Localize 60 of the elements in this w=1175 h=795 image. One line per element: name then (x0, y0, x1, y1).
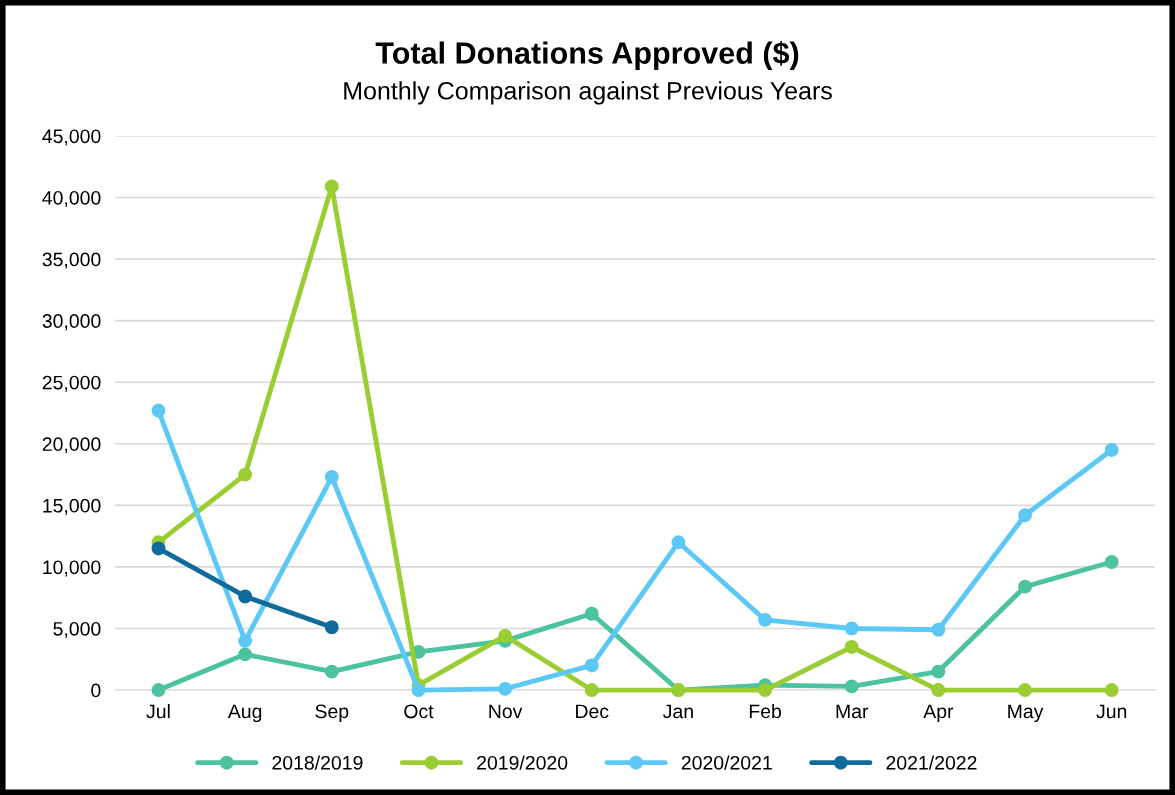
point (498, 681, 513, 696)
y-tick-label: 25,000 (42, 375, 101, 392)
point (931, 683, 946, 698)
chart-title: Total Donations Approved ($) (375, 40, 799, 70)
y-tick-label: 40,000 (42, 190, 101, 208)
legend-label: 2021/2022 (886, 755, 977, 770)
x-tick-label: Jan (663, 704, 693, 719)
point (151, 403, 166, 418)
y-tick-label: 20,000 (42, 437, 101, 454)
legend-label: 2020/2021 (681, 755, 772, 770)
point (931, 622, 946, 637)
point (931, 664, 946, 679)
x-tick-label: Feb (749, 703, 782, 719)
point (844, 640, 859, 654)
y-tick-label: 45,000 (42, 129, 101, 146)
x-tick-label: Apr (923, 704, 954, 723)
x-tick-label: Aug (227, 704, 262, 723)
y-tick-label: 35,000 (42, 252, 101, 269)
point (1104, 683, 1119, 698)
y-tick-label: 15,000 (43, 498, 101, 515)
point (1018, 683, 1032, 698)
point (238, 647, 253, 662)
x-tick-label: May (1008, 704, 1044, 723)
point (151, 541, 166, 556)
point (584, 683, 599, 698)
point (671, 535, 686, 550)
point (1018, 508, 1032, 523)
x-tick-label: Jul (146, 703, 170, 719)
point (324, 620, 339, 635)
point (758, 612, 773, 627)
y-tick-label: 5,000 (53, 621, 101, 639)
point (844, 679, 859, 694)
point (238, 633, 253, 648)
point (498, 628, 513, 643)
legend-label: 2019/2020 (477, 755, 568, 770)
point (1018, 579, 1032, 594)
x-tick-label: Jun (1096, 704, 1127, 719)
x-tick-label: Mar (836, 704, 869, 719)
point (238, 589, 253, 604)
point (324, 664, 339, 679)
point (758, 683, 773, 698)
point (324, 179, 339, 194)
x-tick-label: Dec (576, 704, 609, 719)
point (844, 621, 859, 636)
legend-label: 2018/2019 (272, 755, 363, 770)
point (1104, 555, 1119, 569)
point (411, 683, 426, 698)
x-tick-label: Sep (315, 704, 349, 723)
point (1104, 442, 1119, 457)
x-tick-label: Oct (404, 704, 434, 719)
point (238, 467, 253, 482)
y-tick-label: 30,000 (42, 314, 101, 331)
y-tick-label: 0 (91, 683, 101, 698)
y-tick-label: 10,000 (43, 560, 101, 577)
point (584, 658, 599, 673)
point (151, 683, 166, 698)
chart-subtitle: Monthly Comparison against Previous Years (344, 81, 832, 105)
point (324, 470, 339, 484)
x-tick-label: Nov (489, 704, 523, 719)
point (584, 606, 599, 621)
